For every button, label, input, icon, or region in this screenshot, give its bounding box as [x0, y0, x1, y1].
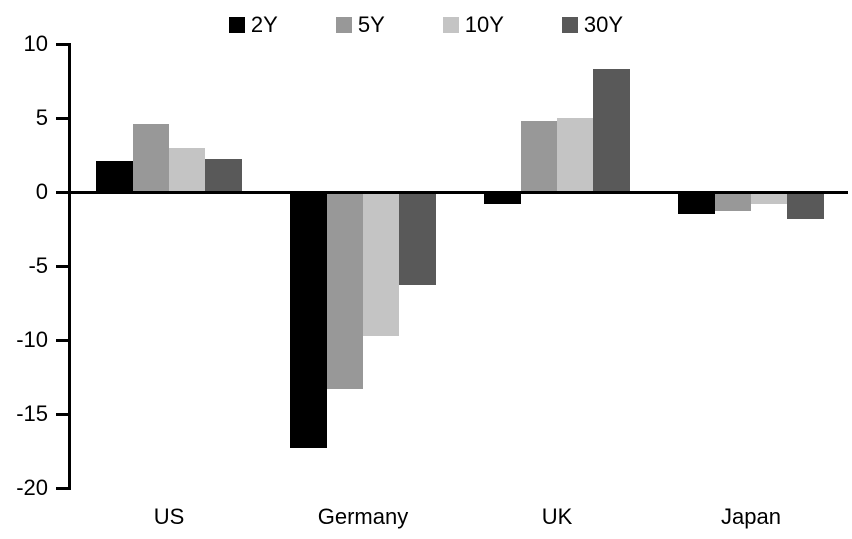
bar-us-2y: [96, 160, 133, 192]
legend-swatch-5y: [335, 17, 352, 33]
bar-uk-5y: [520, 121, 557, 192]
y-axis-tick: [56, 116, 70, 120]
y-axis-tick: [56, 190, 70, 194]
legend-label: 2Y: [250, 12, 278, 37]
y-tick-label: 5: [35, 105, 48, 130]
x-axis-zero-line: [68, 190, 848, 194]
legend-label: 30Y: [583, 12, 624, 37]
bar-germany-10y: [363, 192, 400, 336]
legend-swatch-2y: [228, 17, 245, 33]
legend-label: 5Y: [357, 12, 385, 37]
y-tick-label: -10: [16, 327, 48, 352]
bar-us-30y: [205, 159, 242, 192]
y-tick-label: -5: [28, 253, 48, 278]
legend-item: 10Y: [442, 12, 504, 37]
y-tick-label: 10: [23, 31, 48, 56]
y-axis-tick: [56, 264, 70, 268]
bar-japan-30y: [787, 192, 824, 219]
x-axis-label-japan: Japan: [721, 504, 781, 529]
x-axis-label-us: US: [153, 504, 185, 529]
bar-japan-10y: [751, 192, 788, 204]
y-tick-label: -20: [16, 475, 48, 500]
bar-japan-5y: [714, 192, 751, 212]
bar-us-5y: [132, 123, 169, 192]
bar-japan-2y: [678, 192, 715, 215]
bar-uk-30y: [593, 69, 630, 192]
bar-us-10y: [169, 147, 206, 192]
legend-label: 10Y: [464, 12, 504, 37]
bar-germany-5y: [326, 192, 363, 389]
y-axis-tick: [56, 338, 70, 342]
legend-item: 30Y: [561, 12, 624, 37]
chart-legend: 2Y 5Y 10Y 30Y: [0, 14, 852, 36]
x-axis-label-uk: UK: [541, 504, 573, 529]
bar-germany-2y: [290, 192, 327, 448]
x-axis-label-germany: Germany: [317, 504, 409, 529]
y-axis-tick: [56, 486, 70, 490]
y-tick-label: 0: [35, 179, 48, 204]
legend-swatch-10y: [442, 17, 459, 33]
legend-item: 5Y: [335, 12, 385, 37]
bar-uk-2y: [484, 192, 521, 204]
y-axis-tick: [56, 412, 70, 416]
bar-germany-30y: [399, 192, 436, 286]
bar-uk-10y: [557, 118, 594, 192]
y-axis-tick: [56, 42, 70, 46]
y-tick-label: -15: [16, 401, 48, 426]
legend-swatch-30y: [561, 17, 578, 33]
legend-item: 2Y: [228, 12, 278, 37]
